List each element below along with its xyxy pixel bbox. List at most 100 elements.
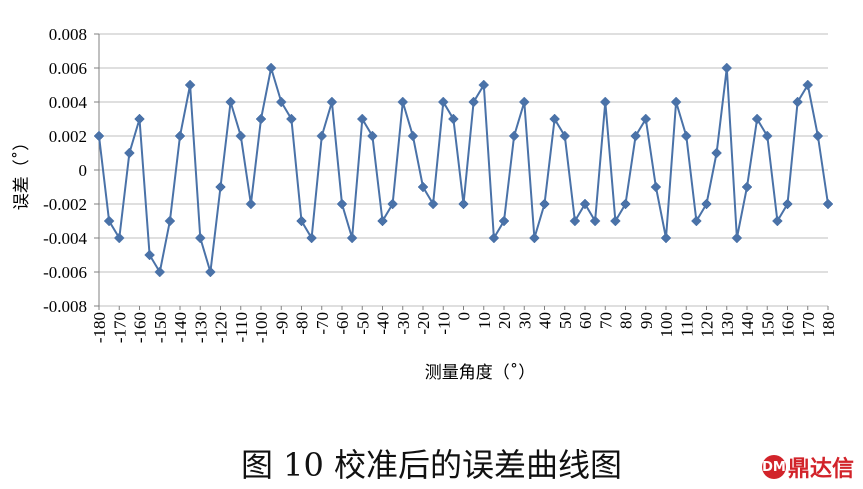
x-tick-label: 130 [718, 312, 737, 338]
data-point [215, 181, 226, 193]
data-point [518, 96, 530, 108]
data-point [650, 181, 662, 193]
data-point [579, 198, 591, 210]
y-tick-label: 0.006 [49, 59, 87, 78]
x-tick-label: 30 [515, 312, 534, 329]
axes [94, 33, 829, 310]
x-tick-label: -90 [272, 312, 291, 335]
y-axis-label: 误差（˚） [12, 134, 32, 211]
data-point [113, 232, 125, 244]
data-point [741, 181, 753, 193]
data-point [346, 232, 358, 244]
data-point [751, 113, 763, 125]
data-point [539, 198, 550, 210]
logo-mark-icon: DM [762, 455, 786, 479]
y-tick-label: 0.002 [49, 127, 87, 146]
data-point [761, 130, 773, 142]
logo-text: 鼎达信 [788, 457, 855, 482]
data-point [245, 198, 257, 210]
data-point [589, 215, 601, 227]
data-point [508, 130, 520, 142]
x-tick-label: 0 [455, 312, 474, 321]
data-point [174, 130, 186, 142]
data-point [630, 130, 641, 142]
error-line-chart: 0.008 0.006 0.004 0.002 0 -0.002 -0.004 -0.006 -… [12, 25, 838, 383]
x-tick-label: 170 [799, 312, 818, 338]
x-tick-label: -50 [353, 312, 372, 335]
x-tick-label: -110 [232, 312, 251, 343]
data-point [144, 249, 155, 261]
data-point [437, 96, 449, 108]
x-tick-label: -160 [131, 312, 150, 343]
brand-logo: DM 鼎达信 [762, 452, 854, 482]
data-point [660, 232, 672, 244]
x-tick-label: 120 [698, 312, 717, 338]
data-point [680, 130, 692, 142]
data-point [205, 266, 216, 278]
data-point [225, 96, 236, 108]
data-point [802, 79, 814, 91]
data-point [468, 96, 479, 108]
x-tick-label: -80 [293, 312, 312, 335]
data-point [417, 181, 429, 193]
x-tick-label: -30 [394, 312, 413, 335]
data-point [610, 215, 621, 227]
data-point [124, 147, 135, 159]
data-point [691, 215, 702, 227]
x-tick-label: -150 [151, 312, 170, 343]
data-point [164, 215, 176, 227]
x-tick-label: 150 [758, 312, 777, 338]
data-point [306, 232, 317, 244]
data-point [721, 62, 733, 74]
data-point [387, 198, 398, 210]
x-tick-label: 140 [738, 312, 757, 338]
x-tick-label: 10 [475, 312, 494, 329]
figure-caption: 图 10 校准后的误差曲线图 [240, 446, 623, 484]
data-point [731, 232, 743, 244]
x-tick-label: 50 [556, 312, 575, 329]
data-point [701, 198, 712, 210]
data-point [184, 79, 196, 91]
x-tick-label: -20 [414, 312, 433, 335]
data-point [336, 198, 348, 210]
x-tick-label: 70 [596, 312, 615, 329]
data-point [427, 198, 439, 210]
x-tick-label: 40 [536, 312, 555, 329]
x-tick-label: -60 [333, 312, 352, 335]
data-point [498, 215, 510, 227]
y-tick-label: 0 [79, 161, 88, 180]
data-point [772, 215, 783, 227]
x-axis-label: 测量角度（˚） [425, 363, 536, 383]
series-error [93, 62, 834, 278]
data-point [255, 113, 267, 125]
x-tick-label: 80 [617, 312, 636, 329]
data-point [134, 113, 145, 125]
data-point [782, 198, 793, 210]
data-point [599, 96, 611, 108]
x-tick-label: 20 [495, 312, 514, 329]
data-point [407, 130, 419, 142]
data-point [569, 215, 581, 227]
data-point [711, 147, 722, 159]
data-point [620, 198, 631, 210]
y-tick-label: -0.006 [43, 263, 87, 282]
data-point [265, 62, 277, 74]
data-point [275, 96, 287, 108]
x-tick-label: 100 [657, 312, 676, 338]
data-point [812, 130, 824, 142]
y-tick-label: -0.004 [43, 229, 87, 248]
y-tick-labels: 0.008 0.006 0.004 0.002 0 -0.002 -0.004 -0.006 -… [43, 25, 87, 316]
x-tick-label: -10 [434, 312, 453, 335]
data-point [367, 130, 378, 142]
x-tick-label: -100 [252, 312, 271, 343]
data-point [488, 232, 500, 244]
x-tick-label: -140 [171, 312, 190, 343]
data-point [559, 130, 571, 142]
x-tick-label: 160 [779, 312, 798, 338]
x-tick-label: -70 [313, 312, 332, 335]
data-point [549, 113, 560, 125]
data-point [286, 113, 297, 125]
data-point [93, 130, 105, 142]
x-tick-label: -180 [90, 312, 109, 343]
x-tick-labels: -180 -170 -160 -150 -140 -130 -120 -110 -100 -90-… [90, 312, 838, 343]
